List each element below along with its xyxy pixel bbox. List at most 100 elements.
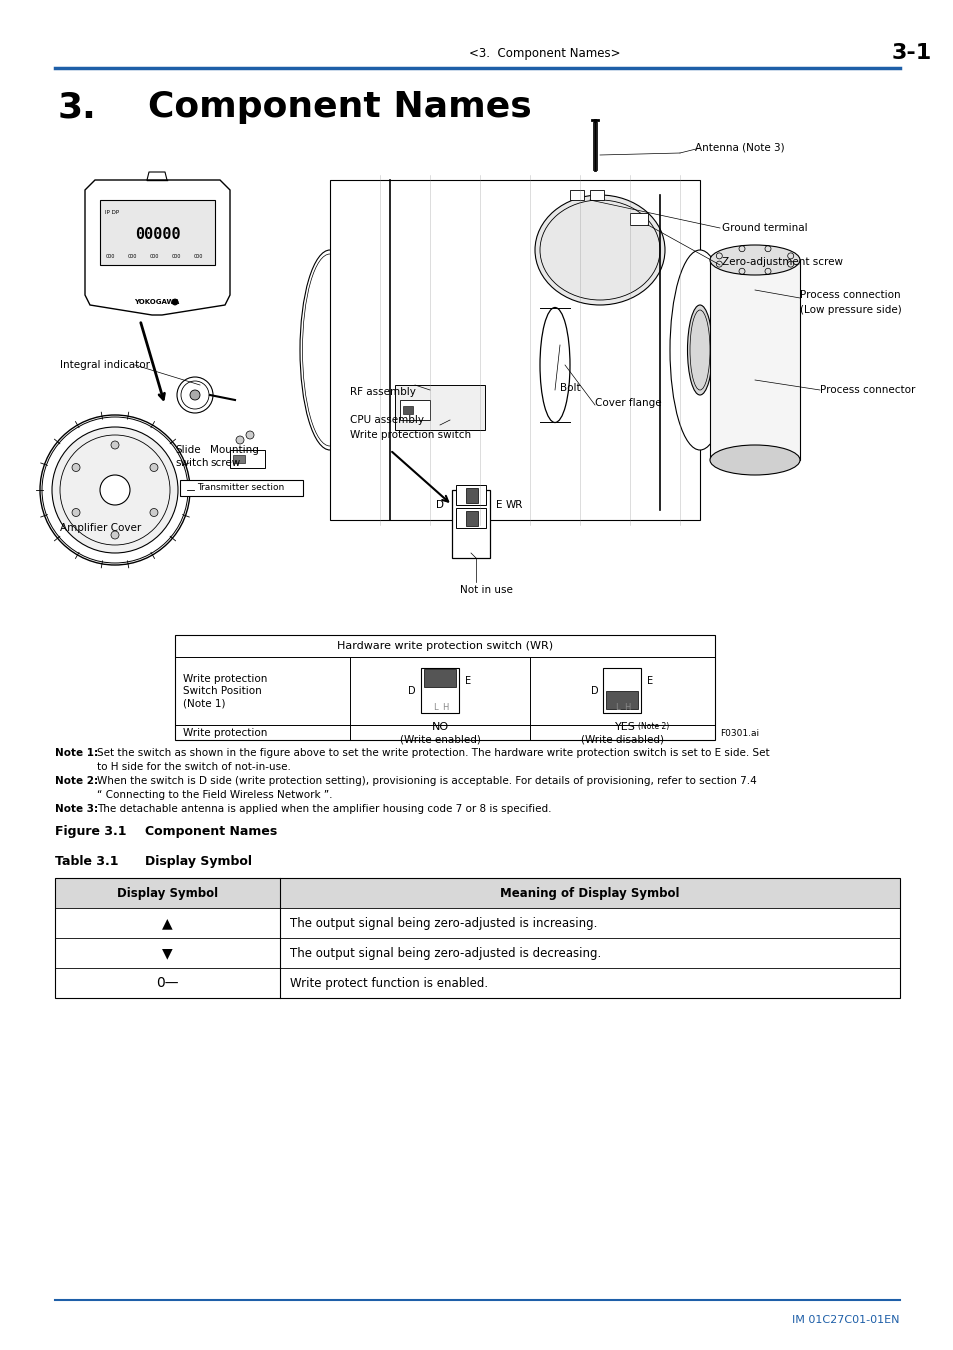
Text: 000: 000 — [150, 255, 158, 259]
Ellipse shape — [687, 305, 712, 396]
Circle shape — [111, 441, 119, 450]
Text: E: E — [464, 676, 471, 686]
Text: to H side for the switch of not-in-use.: to H side for the switch of not-in-use. — [97, 761, 291, 772]
Bar — [230, 450, 265, 468]
Text: Amplifier Cover: Amplifier Cover — [60, 522, 141, 533]
Text: Process connection: Process connection — [800, 290, 900, 300]
Bar — [603, 668, 640, 713]
Polygon shape — [85, 180, 230, 315]
Bar — [423, 670, 456, 687]
Circle shape — [177, 377, 213, 413]
Text: WR: WR — [505, 500, 523, 510]
Ellipse shape — [299, 250, 359, 450]
Text: (Note 2): (Note 2) — [638, 722, 669, 732]
Bar — [456, 508, 485, 528]
Text: Note 3:: Note 3: — [55, 805, 98, 814]
Text: Cover flange: Cover flange — [595, 398, 661, 408]
Text: Meaning of Display Symbol: Meaning of Display Symbol — [499, 887, 679, 899]
Circle shape — [111, 531, 119, 539]
Bar — [569, 190, 583, 200]
Ellipse shape — [669, 250, 729, 450]
Text: Note 1:: Note 1: — [55, 748, 98, 757]
Text: Set the switch as shown in the figure above to set the write protection. The har: Set the switch as shown in the figure ab… — [97, 748, 769, 757]
Text: IM 01C27C01-01EN: IM 01C27C01-01EN — [792, 1315, 899, 1324]
Text: Zero-adjustment screw: Zero-adjustment screw — [721, 256, 842, 267]
Bar — [606, 691, 638, 709]
Text: Display Symbol: Display Symbol — [117, 887, 218, 899]
Text: Write protection: Write protection — [183, 674, 267, 684]
Text: <3.  Component Names>: <3. Component Names> — [469, 46, 620, 59]
Text: RF assembly: RF assembly — [350, 387, 416, 397]
Bar — [465, 487, 477, 504]
Circle shape — [150, 463, 158, 471]
Text: Component Names: Component Names — [145, 825, 277, 838]
Text: 3.: 3. — [58, 90, 96, 124]
Text: Mounting: Mounting — [210, 446, 258, 455]
Text: (Write disabled): (Write disabled) — [580, 734, 663, 744]
Bar — [452, 490, 490, 558]
Bar — [55, 878, 899, 998]
Text: 000: 000 — [172, 255, 180, 259]
Bar — [330, 180, 700, 520]
Text: IP DP: IP DP — [105, 209, 119, 215]
Text: Antenna (Note 3): Antenna (Note 3) — [695, 143, 783, 153]
Text: Bolt: Bolt — [559, 383, 580, 393]
Text: H: H — [623, 702, 630, 711]
Circle shape — [235, 436, 244, 444]
Text: ▼: ▼ — [162, 946, 172, 960]
Text: Transmitter section: Transmitter section — [197, 483, 284, 493]
Text: 00000: 00000 — [134, 227, 180, 242]
Circle shape — [172, 298, 178, 305]
Text: (Low pressure side): (Low pressure side) — [800, 305, 901, 315]
Circle shape — [190, 390, 200, 400]
Text: Note 2:: Note 2: — [55, 776, 98, 786]
Text: “ Connecting to the Field Wireless Network ”.: “ Connecting to the Field Wireless Netwo… — [97, 790, 333, 801]
Text: Switch Position: Switch Position — [183, 686, 261, 697]
Ellipse shape — [709, 244, 800, 275]
Text: NO: NO — [431, 722, 448, 733]
Text: D: D — [590, 686, 598, 697]
Text: Not in use: Not in use — [459, 585, 513, 595]
Circle shape — [40, 414, 190, 566]
Circle shape — [52, 427, 178, 554]
Bar — [589, 190, 603, 200]
Bar — [709, 261, 800, 460]
Circle shape — [72, 509, 80, 517]
Circle shape — [255, 451, 264, 459]
Bar — [233, 455, 245, 463]
Text: The detachable antenna is applied when the amplifier housing code 7 or 8 is spec: The detachable antenna is applied when t… — [97, 805, 551, 814]
Text: (Note 1): (Note 1) — [183, 699, 225, 709]
Text: D: D — [436, 500, 443, 510]
Text: Display Symbol: Display Symbol — [145, 855, 252, 868]
Text: F0301.ai: F0301.ai — [720, 729, 759, 738]
Circle shape — [100, 475, 130, 505]
Text: Figure 3.1: Figure 3.1 — [55, 825, 127, 838]
Text: E: E — [647, 676, 653, 686]
Text: Hardware write protection switch (WR): Hardware write protection switch (WR) — [336, 641, 553, 651]
Text: The output signal being zero-adjusted is increasing.: The output signal being zero-adjusted is… — [290, 917, 597, 930]
Text: (Write enabled): (Write enabled) — [399, 734, 480, 744]
Text: L: L — [615, 702, 619, 711]
Bar — [629, 213, 647, 225]
Text: 000: 000 — [193, 255, 202, 259]
Bar — [100, 200, 214, 265]
Ellipse shape — [539, 308, 569, 423]
Text: ▲: ▲ — [162, 917, 172, 930]
Text: CPU assembly: CPU assembly — [350, 414, 423, 425]
Text: YOKOGAWA: YOKOGAWA — [134, 298, 179, 305]
Bar — [174, 634, 714, 740]
Bar — [456, 485, 485, 505]
Circle shape — [246, 431, 253, 439]
Bar — [395, 385, 484, 431]
Text: Integral indicator: Integral indicator — [60, 360, 150, 370]
Text: Write protection: Write protection — [183, 728, 267, 737]
Ellipse shape — [535, 194, 664, 305]
Text: Table 3.1: Table 3.1 — [55, 855, 118, 868]
Text: The output signal being zero-adjusted is decreasing.: The output signal being zero-adjusted is… — [290, 946, 600, 960]
Ellipse shape — [709, 446, 800, 475]
Text: 3-1: 3-1 — [891, 43, 931, 63]
Text: Slide: Slide — [174, 446, 200, 455]
Text: Process connector: Process connector — [820, 385, 915, 396]
Bar — [465, 512, 477, 526]
Bar — [420, 668, 458, 713]
